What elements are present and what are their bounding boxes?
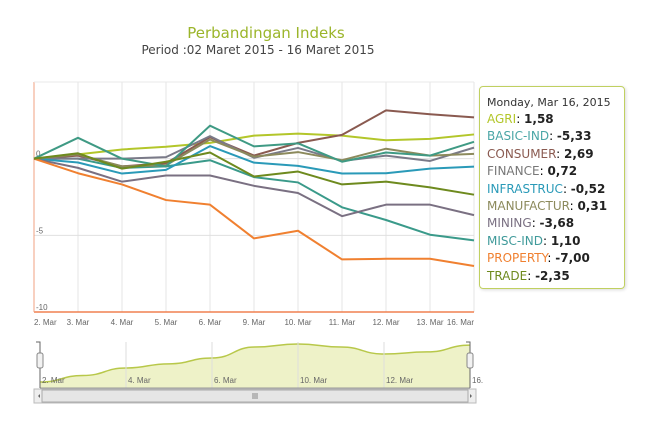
x-tick-label: 3. Mar (67, 318, 90, 327)
series-line-mining[interactable] (33, 157, 475, 218)
tooltip-series-label: INFRASTRUC (487, 181, 563, 196)
scrollbar-grip-icon (252, 393, 258, 399)
x-tick-label: 9. Mar (243, 318, 266, 327)
tooltip-series-value: 1,10 (550, 233, 581, 248)
scroll-left-arrow-icon[interactable] (38, 394, 40, 398)
navigator-tick-label: 4. Mar (128, 376, 151, 385)
series-line-finance[interactable] (34, 135, 475, 162)
tooltip-row: PROPERTY: -7,00 (487, 251, 590, 266)
y-tick-label: -10 (36, 303, 48, 312)
tooltip-series-value: 2,69 (563, 146, 594, 161)
x-tick-label: 11. Mar (329, 318, 356, 327)
x-tick-label: 5. Mar (155, 318, 178, 327)
tooltip-row: CONSUMER: 2,69 (487, 146, 594, 161)
tooltip-row: AGRI: 1,58 (487, 112, 554, 126)
y-tick-label: -5 (36, 226, 44, 235)
x-tick-label: 10. Mar (284, 318, 311, 327)
x-tick-label: 4. Mar (111, 318, 134, 327)
navigator-area (40, 344, 470, 388)
tooltip-row: INFRASTRUC: -0,52 (487, 181, 606, 196)
scroll-right-arrow-icon[interactable] (470, 394, 472, 398)
navigator-line (39, 343, 471, 383)
chart-subtitle: Period :02 Maret 2015 - 16 Maret 2015 (141, 43, 375, 57)
series-line-trade[interactable] (33, 151, 475, 196)
tooltip-series-value: -2,35 (535, 268, 570, 283)
tooltip-series-label: BASIC-IND (487, 129, 550, 144)
tooltip-row: BASIC-IND: -5,33 (487, 129, 592, 144)
navigator-right-handle[interactable] (466, 352, 474, 369)
tooltip-series-label: TRADE (487, 268, 528, 283)
series-line-property[interactable] (33, 157, 475, 267)
tooltip-series-label: PROPERTY (487, 251, 548, 266)
tooltip-series-label: MANUFACTUR (487, 199, 570, 214)
navigator-left-handle[interactable] (36, 352, 44, 369)
tooltip-series-value: -5,33 (556, 129, 592, 144)
tooltip-row: TRADE: -2,35 (487, 268, 570, 283)
x-tick-label: 2. Mar (34, 318, 57, 327)
tooltip-series-value: -7,00 (555, 251, 590, 266)
x-tick-label: 13. Mar (416, 318, 443, 327)
tooltip-row: MANUFACTUR: 0,31 (487, 199, 608, 214)
tooltip-series-label: MISC-IND (487, 233, 543, 248)
series-line-manufactur[interactable] (33, 138, 475, 168)
tooltip-series-value: 1,58 (524, 112, 554, 126)
navigator-tick-label: 2. Mar (42, 376, 65, 385)
tooltip-date: Monday, Mar 16, 2015 (487, 96, 611, 109)
tooltip-series-value: 0,72 (547, 164, 578, 179)
tooltip-series-value: -3,68 (539, 216, 575, 231)
navigator-tick-label: 10. Mar (300, 376, 327, 385)
chart-title: Perbandingan Indeks (187, 24, 345, 42)
tooltip-row: MISC-IND: 1,10 (487, 233, 581, 248)
tooltip-series-value: -0,52 (570, 181, 606, 196)
tooltip-series-label: AGRI (487, 112, 517, 126)
y-tick-label: 0 (36, 150, 41, 159)
navigator-handle-line (466, 341, 471, 388)
tooltip-row: MINING: -3,68 (487, 216, 575, 231)
tooltip-series-label: CONSUMER (487, 146, 557, 161)
navigator-tick-label: 16. (472, 376, 483, 385)
navigator-tick-label: 12. Mar (386, 376, 413, 385)
tooltip: Monday, Mar 16, 2015 AGRI: 1,58 BASIC-IND… (479, 86, 625, 289)
series-line-misc-ind[interactable] (33, 124, 475, 168)
tooltip-series-label: MINING (487, 216, 532, 231)
x-tick-label: 12. Mar (372, 318, 399, 327)
tooltip-row: FINANCE: 0,72 (487, 164, 578, 179)
navigator-handle-line (36, 341, 41, 388)
navigator-tick-label: 6. Mar (214, 376, 237, 385)
tooltip-series-label: FINANCE (487, 164, 540, 179)
series-line-infrastruc[interactable] (33, 145, 475, 175)
tooltip-series-value: 0,31 (577, 199, 608, 214)
x-tick-label: 6. Mar (199, 318, 222, 327)
x-tick-label: 16. Mar (447, 318, 474, 327)
